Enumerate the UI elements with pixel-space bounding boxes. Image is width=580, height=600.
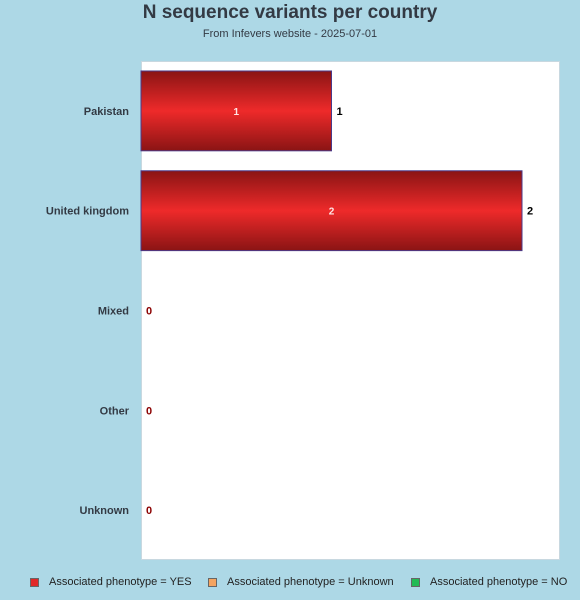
- category-label: United kingdom: [46, 206, 129, 218]
- legend-item[interactable]: Associated phenotype = NO: [411, 576, 567, 588]
- chart-title: N sequence variants per country: [142, 2, 438, 23]
- bar-total-label: 1: [337, 106, 343, 118]
- legend-swatch: [411, 577, 420, 587]
- bar: [140, 170, 523, 252]
- bar-total-label: 2: [527, 206, 533, 218]
- legend-item[interactable]: Associated phenotype = Unknown: [208, 576, 394, 588]
- legend-swatch: [208, 577, 217, 587]
- legend: Associated phenotype = YES Associated phe…: [0, 576, 580, 590]
- legend-label: Associated phenotype = YES: [49, 576, 192, 588]
- category-label: Pakistan: [84, 106, 130, 118]
- bar: [140, 70, 332, 152]
- bar-total-label: 0: [146, 505, 152, 517]
- category-label: Mixed: [98, 306, 129, 318]
- bar-value-label: 1: [233, 107, 239, 118]
- category-label: Unknown: [80, 505, 130, 517]
- legend-label: Associated phenotype = NO: [430, 576, 568, 588]
- legend-swatch: [30, 577, 39, 587]
- legend-item[interactable]: Associated phenotype = YES: [30, 576, 192, 588]
- bar-total-label: 0: [146, 405, 152, 417]
- legend-label: Associated phenotype = Unknown: [227, 576, 394, 588]
- bar-total-label: 0: [146, 306, 152, 318]
- chart-subtitle: From Infevers website - 2025-07-01: [202, 28, 378, 40]
- bar-value-label: 2: [329, 207, 335, 218]
- category-label: Other: [100, 405, 130, 417]
